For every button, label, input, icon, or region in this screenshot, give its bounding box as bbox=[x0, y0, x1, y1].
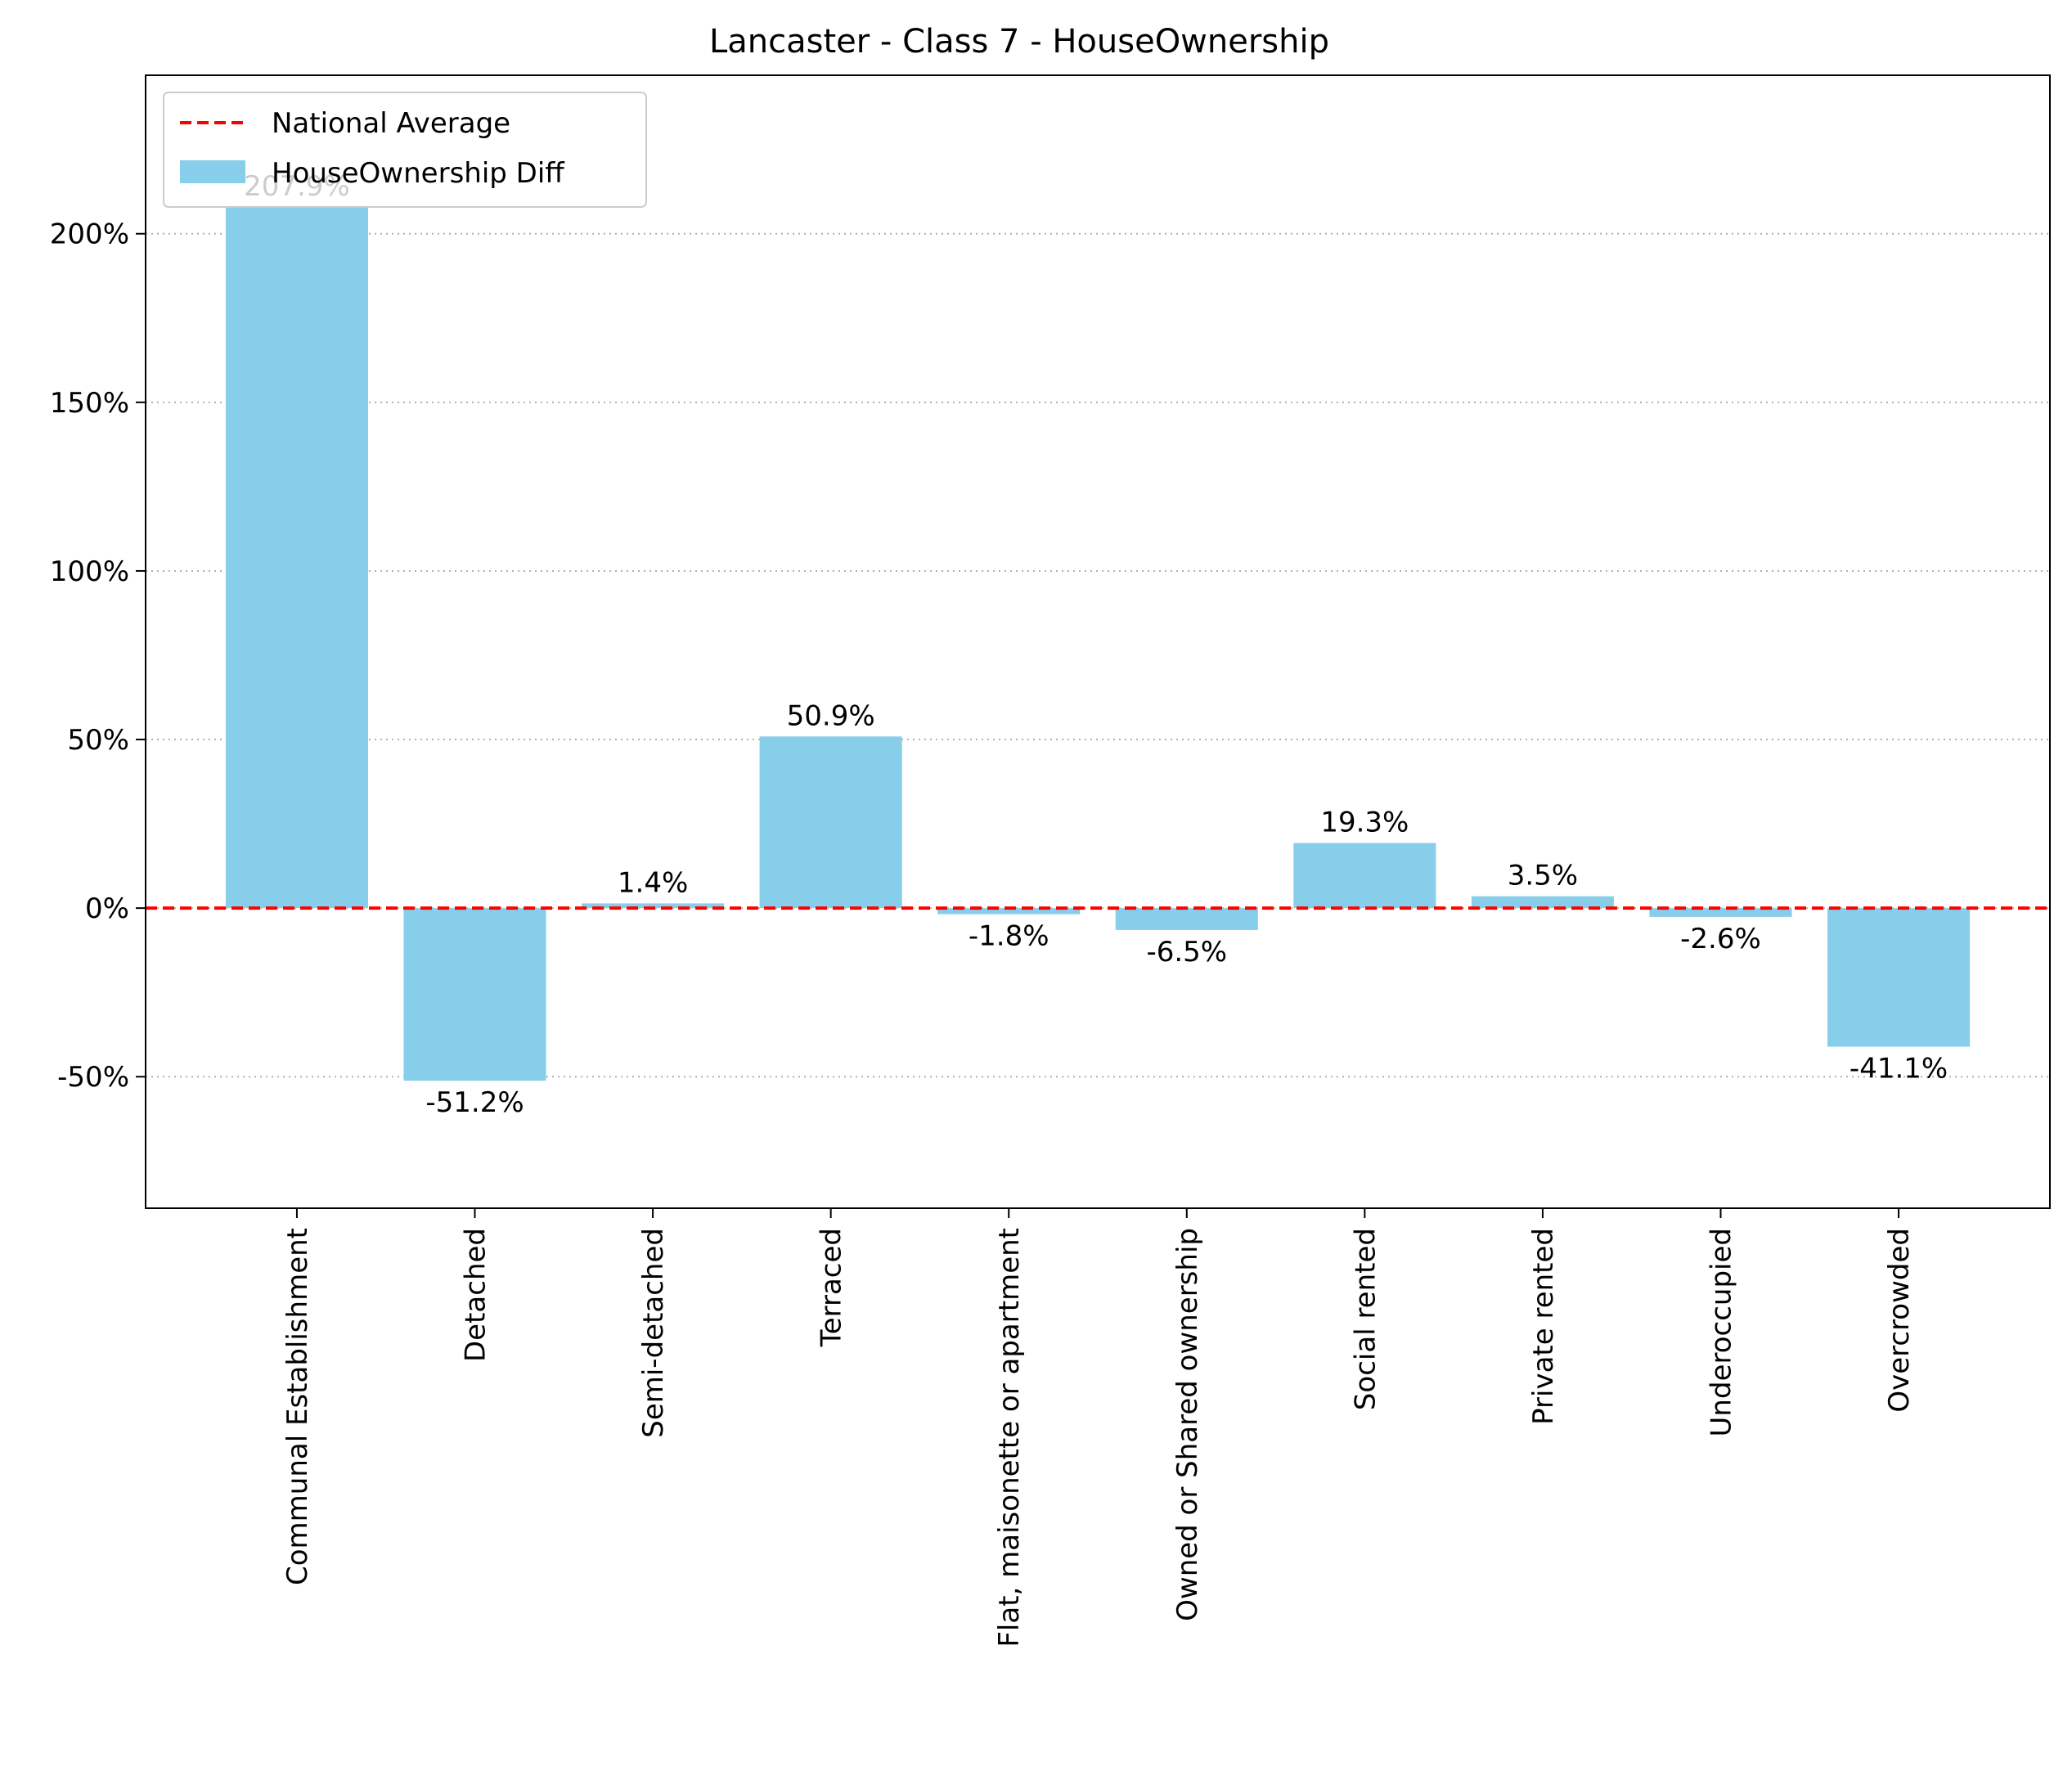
legend-label-series: HouseOwnership Diff bbox=[272, 157, 565, 190]
x-axis: Communal Establishment Detached Semi-detac… bbox=[281, 1208, 1916, 1647]
x-tick-label: Social rented bbox=[1349, 1228, 1382, 1410]
bar-value-label: 50.9% bbox=[787, 699, 875, 732]
legend-label-national-average: National Average bbox=[272, 107, 510, 140]
x-tick-label: Flat, maisonette or apartment bbox=[993, 1228, 1026, 1647]
chart-title: Lancaster - Class 7 - HouseOwnership bbox=[709, 23, 1329, 61]
bars bbox=[225, 207, 1971, 1081]
bar-value-label: 19.3% bbox=[1320, 807, 1409, 839]
bar bbox=[1649, 908, 1792, 917]
y-tick-label: -50% bbox=[57, 1061, 129, 1094]
legend-box bbox=[163, 92, 647, 208]
bar bbox=[225, 207, 368, 909]
plot-frame bbox=[145, 74, 2051, 1209]
y-axis: -50% 0% 50% 100% 150% 200% bbox=[50, 218, 146, 1094]
x-tick-label: Detached bbox=[460, 1228, 492, 1362]
bar bbox=[937, 908, 1081, 915]
bar-value-label: -2.6% bbox=[1680, 923, 1761, 955]
bar-value-label: 3.5% bbox=[1508, 860, 1578, 892]
legend: National Average HouseOwnership Diff bbox=[163, 92, 647, 208]
x-tick-label: Communal Establishment bbox=[281, 1228, 314, 1585]
x-tick-label: Private rented bbox=[1527, 1228, 1560, 1425]
y-tick-label: 150% bbox=[50, 387, 129, 420]
bar bbox=[759, 736, 902, 909]
bar bbox=[1293, 843, 1436, 909]
bar bbox=[582, 903, 725, 909]
x-tick-label: Terraced bbox=[816, 1228, 848, 1347]
bar bbox=[1115, 908, 1258, 930]
bar bbox=[1827, 908, 1971, 1047]
bar bbox=[1471, 896, 1614, 909]
y-tick-label: 100% bbox=[50, 555, 129, 588]
legend-swatch-series bbox=[180, 160, 245, 183]
bar-value-label: -1.8% bbox=[969, 920, 1049, 953]
bar-value-label: 1.4% bbox=[618, 866, 688, 899]
y-tick-label: 0% bbox=[85, 892, 129, 925]
y-tick-label: 50% bbox=[67, 724, 129, 757]
x-tick-label: Underoccupied bbox=[1705, 1228, 1737, 1436]
x-tick-label: Semi-detached bbox=[637, 1228, 670, 1438]
x-tick-label: Overcrowded bbox=[1883, 1228, 1916, 1413]
bar-value-label: -41.1% bbox=[1850, 1053, 1948, 1086]
x-tick-label: Owned or Shared ownership bbox=[1171, 1228, 1204, 1621]
bar bbox=[403, 908, 546, 1081]
bar-value-label: -6.5% bbox=[1146, 936, 1227, 969]
y-tick-label: 200% bbox=[50, 218, 129, 251]
bar-value-label: -51.2% bbox=[425, 1086, 524, 1119]
